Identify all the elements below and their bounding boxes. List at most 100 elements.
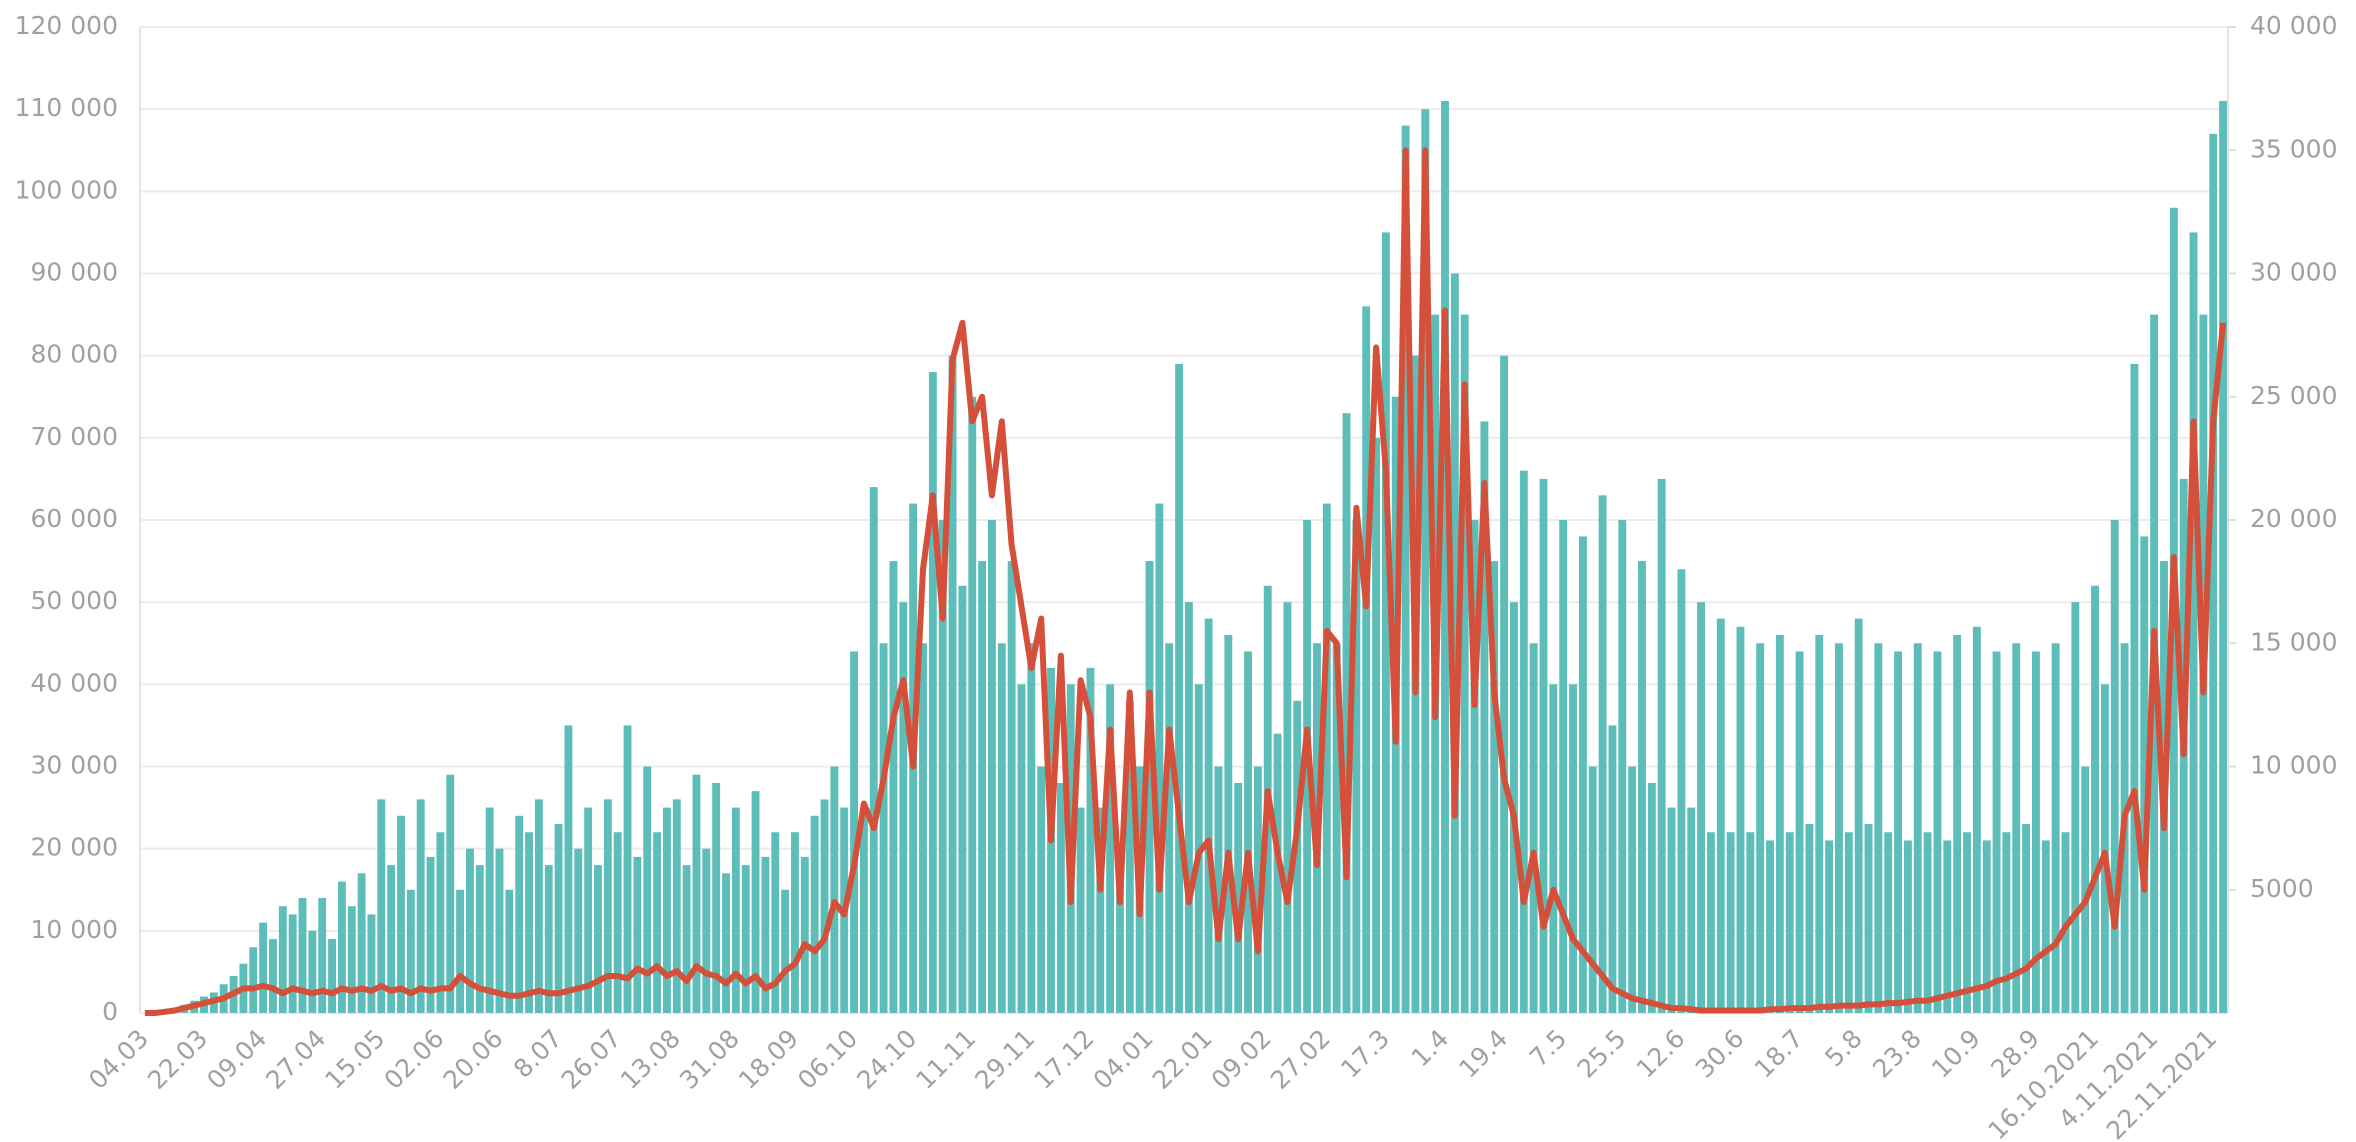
bar	[1204, 618, 1213, 1013]
x-tick-label: 30.6	[1690, 1024, 1750, 1084]
bar	[810, 815, 819, 1013]
bar	[357, 873, 366, 1013]
bar	[1854, 618, 1863, 1013]
bar	[702, 848, 711, 1013]
bar	[1618, 520, 1627, 1013]
bar	[1116, 865, 1124, 1013]
bar	[869, 487, 878, 1014]
bar	[1608, 725, 1617, 1013]
x-tick-label: 27.02	[1265, 1024, 1336, 1095]
bar	[1677, 569, 1686, 1013]
bar	[1756, 643, 1765, 1013]
bar	[2130, 363, 2139, 1014]
bar	[2189, 232, 2198, 1013]
bar	[1293, 700, 1302, 1013]
bar	[1972, 626, 1981, 1013]
bar	[2110, 520, 2119, 1013]
bar	[495, 848, 504, 1013]
bar	[1529, 643, 1538, 1013]
bar	[446, 774, 455, 1013]
y2-tick-label: 10 000	[2250, 751, 2337, 780]
bar	[1076, 807, 1085, 1013]
bar	[1746, 832, 1755, 1013]
x-tick-label: 29.11	[969, 1024, 1040, 1095]
x-tick-label: 27.04	[260, 1024, 331, 1095]
y2-tick-label: 25 000	[2250, 381, 2337, 410]
bar	[1106, 684, 1115, 1013]
bar	[1943, 840, 1952, 1013]
x-tick-label: 17.12	[1029, 1024, 1100, 1095]
bar	[1490, 561, 1499, 1013]
bar	[1244, 651, 1252, 1013]
x-tick-label: 24.10	[851, 1024, 922, 1095]
bar	[830, 766, 839, 1013]
x-tick-label: 5.8	[1819, 1024, 1868, 1073]
bar	[1460, 314, 1469, 1013]
bar	[525, 832, 533, 1013]
x-tick-label: 17.3	[1335, 1024, 1395, 1084]
bar	[643, 766, 652, 1013]
bar	[2071, 602, 2080, 1013]
bar	[899, 602, 908, 1013]
bar	[1559, 520, 1568, 1013]
bar	[1923, 832, 1932, 1013]
bar	[859, 807, 868, 1013]
bar	[682, 865, 691, 1013]
y2-tick-label: 30 000	[2250, 258, 2337, 287]
bar	[1253, 766, 1262, 1013]
bar	[2032, 651, 2040, 1013]
bar	[1726, 832, 1735, 1013]
bar	[928, 372, 937, 1014]
x-tick-label: 22.01	[1147, 1024, 1218, 1095]
bar	[1273, 733, 1282, 1013]
bar	[1598, 495, 1607, 1014]
bar	[1007, 561, 1016, 1013]
x-tick-label: 02.06	[378, 1024, 449, 1095]
bar	[2100, 684, 2109, 1013]
bar	[1825, 840, 1834, 1013]
bar	[1963, 832, 1971, 1013]
bar	[1913, 643, 1922, 1013]
bar	[377, 799, 386, 1013]
bar	[515, 815, 524, 1013]
bar	[1175, 363, 1184, 1014]
bar	[278, 906, 287, 1013]
bar	[1775, 635, 1784, 1013]
bar	[1539, 478, 1548, 1014]
bar	[958, 585, 967, 1013]
x-tick-label: 7.5	[1524, 1024, 1573, 1073]
y-tick-label: 40 000	[31, 668, 118, 697]
bar	[1234, 782, 1243, 1013]
x-tick-label: 09.02	[1206, 1024, 1277, 1095]
bar	[1184, 602, 1193, 1013]
bar	[426, 856, 435, 1013]
bar	[623, 725, 632, 1013]
bar	[2051, 643, 2060, 1013]
bar	[318, 897, 327, 1013]
bar	[1037, 766, 1046, 1013]
bar	[968, 396, 977, 1013]
bar	[1933, 651, 1942, 1013]
bar	[1283, 602, 1292, 1013]
bar	[1864, 824, 1873, 1013]
bar	[850, 651, 858, 1013]
bar	[1500, 355, 1509, 1014]
bar	[1056, 782, 1065, 1013]
y2-tick-label: 35 000	[2250, 134, 2337, 163]
bar	[997, 643, 1006, 1013]
bar	[308, 930, 317, 1013]
x-tick-label: 1.4	[1406, 1024, 1455, 1073]
bar	[554, 824, 563, 1013]
bar	[791, 832, 799, 1013]
bar	[938, 520, 947, 1013]
bar	[456, 889, 465, 1013]
bar	[1096, 807, 1105, 1013]
y-tick-label: 10 000	[31, 915, 118, 944]
y2-tick-label: 40 000	[2250, 11, 2337, 40]
x-tick-label: 10.9	[1926, 1024, 1986, 1084]
bar	[1125, 700, 1134, 1013]
x-tick-label: 20.06	[438, 1024, 509, 1095]
bar	[919, 643, 927, 1013]
bar	[2219, 100, 2228, 1013]
y2-tick-label: 5000	[2250, 874, 2314, 903]
